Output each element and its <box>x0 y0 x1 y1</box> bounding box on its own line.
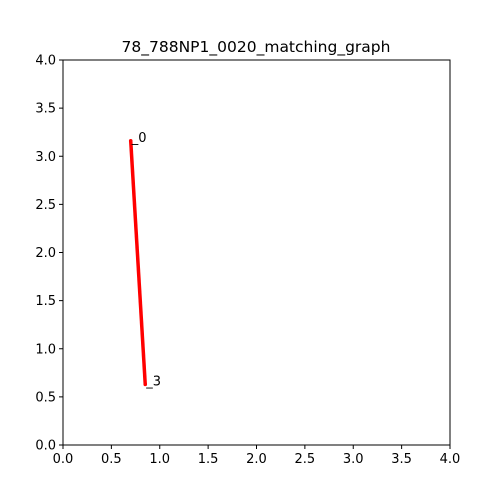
graph-edge <box>128 140 147 385</box>
x-tick-label: 1.0 <box>149 452 170 467</box>
plot-area <box>63 60 450 445</box>
node-label: _0 <box>131 131 147 146</box>
x-tick-label: 3.0 <box>343 452 364 467</box>
x-tick-label: 4.0 <box>440 452 461 467</box>
x-tick-label: 3.5 <box>391 452 412 467</box>
x-tick-label: 0.5 <box>101 452 122 467</box>
chart-title: 78_788NP1_0020_matching_graph <box>122 38 391 57</box>
y-axis: 0.0 0.5 1.0 1.5 2.0 2.5 3.0 3.5 4.0 <box>35 54 63 454</box>
x-tick-label: 1.5 <box>198 452 219 467</box>
y-tick-label: 0.5 <box>35 390 56 405</box>
y-tick-label: 1.0 <box>35 342 56 357</box>
x-axis: 0.0 0.5 1.0 1.5 2.0 2.5 3.0 3.5 4.0 <box>53 445 461 467</box>
graph-node <box>143 382 148 387</box>
y-tick-label: 2.5 <box>35 198 56 213</box>
graph-node <box>128 139 133 143</box>
y-tick-label: 0.0 <box>35 439 56 454</box>
y-tick-label: 2.0 <box>35 246 56 261</box>
x-tick-label: 2.0 <box>246 452 267 467</box>
edges-layer <box>128 140 147 385</box>
y-tick-label: 1.5 <box>35 294 56 309</box>
y-tick-label: 3.5 <box>35 102 56 117</box>
plot-frame <box>62 59 451 446</box>
y-tick-label: 3.0 <box>35 150 56 165</box>
node-label: _3 <box>145 374 161 389</box>
x-tick-label: 2.5 <box>295 452 316 467</box>
nodes-layer: _0 _3 <box>128 131 161 389</box>
y-tick-label: 4.0 <box>35 54 56 69</box>
x-tick-label: 0.0 <box>53 452 74 467</box>
